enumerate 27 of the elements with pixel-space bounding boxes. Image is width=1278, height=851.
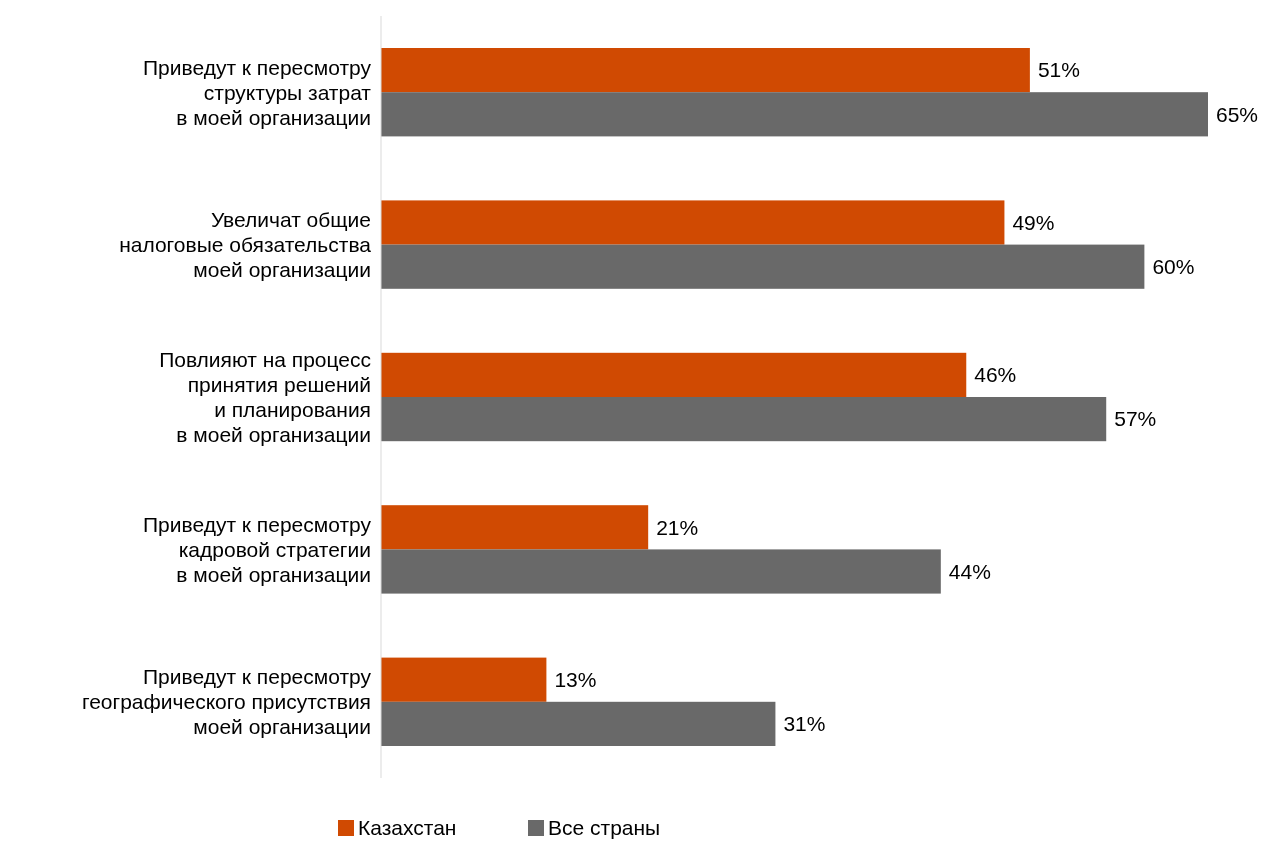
bar xyxy=(381,200,1005,245)
data-label: 21% xyxy=(656,515,699,539)
bar xyxy=(381,549,941,594)
bar xyxy=(381,397,1107,442)
y-tick-label: Приведут к пересмотру структуры затрат в моей организации xyxy=(143,55,372,129)
data-label: 57% xyxy=(1114,407,1157,431)
y-tick-label: Увеличат общие налоговые обязательства моей организации xyxy=(119,207,372,281)
bar xyxy=(381,352,967,397)
y-tick-label: Повлияют на процесс принятия решений и планирования в моей организации xyxy=(159,347,371,446)
data-label: 65% xyxy=(1216,102,1259,126)
data-label: 44% xyxy=(948,559,991,583)
bar xyxy=(381,657,547,702)
legend-label: Казахстан xyxy=(358,816,457,840)
y-tick-label: Приведут к пересмотру географического присутствия моей организации xyxy=(81,665,372,739)
bar xyxy=(381,92,1208,137)
data-label: 60% xyxy=(1152,255,1195,279)
bar xyxy=(381,244,1145,289)
data-label: 49% xyxy=(1012,210,1055,234)
data-label: 13% xyxy=(554,668,597,692)
bar xyxy=(381,48,1030,93)
bar xyxy=(381,701,776,746)
y-tick-label: Приведут к пересмотру кадровой стратегии в моей организации xyxy=(143,512,372,586)
bar xyxy=(381,505,649,550)
data-label: 51% xyxy=(1037,58,1080,82)
legend-label: Все страны xyxy=(548,816,661,840)
data-label: 46% xyxy=(974,363,1017,387)
data-label: 31% xyxy=(783,712,826,736)
